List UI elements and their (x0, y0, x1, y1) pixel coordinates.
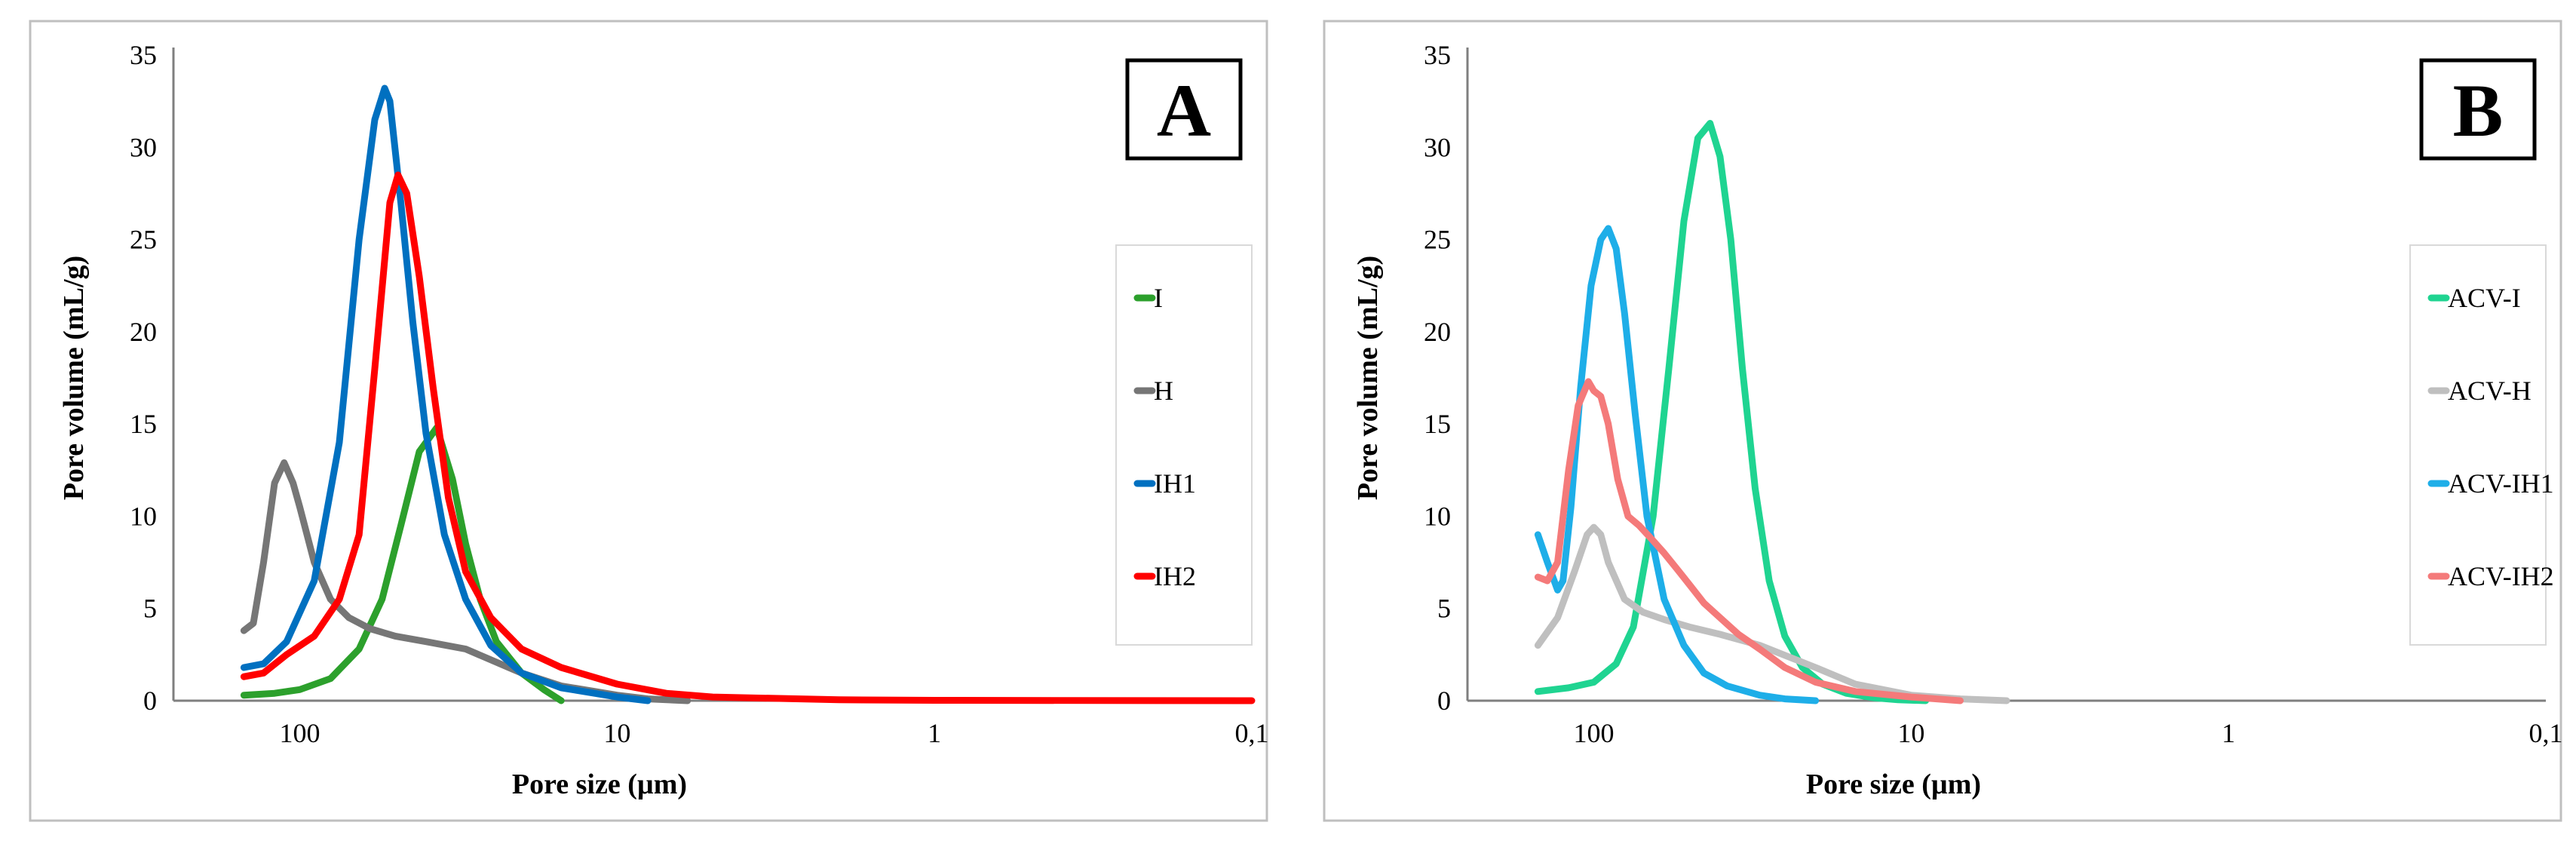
y-tick-label: 5 (143, 594, 157, 624)
x-tick-label: 1 (928, 718, 941, 748)
legend-label: I (1154, 283, 1163, 313)
y-tick-label: 30 (1424, 132, 1451, 162)
y-tick-label: 0 (143, 686, 157, 716)
x-tick-label: 100 (279, 718, 320, 748)
chart-panel-a: 0 5 10 15 20 25 30 35 100 10 1 0,1 Pore size (µm) Por… (0, 0, 1282, 844)
legend-label: IH2 (1154, 561, 1196, 591)
y-tick-label: 35 (1424, 40, 1451, 70)
series-line-acv-h (1534, 523, 2010, 704)
y-axis-title: Pore volume (mL/g) (58, 256, 90, 500)
chart-frame (1323, 20, 2562, 822)
y-tick-label: 15 (130, 409, 157, 439)
y-tick-label: 20 (1424, 317, 1451, 347)
panel-letter: B (2453, 69, 2504, 152)
x-tick-label: 0,1 (2529, 718, 2563, 748)
legend-label: H (1154, 376, 1173, 406)
legend-label: IH1 (1154, 468, 1196, 499)
legend-label: ACV-IH1 (2448, 468, 2554, 499)
legend-label: ACV-H (2448, 376, 2532, 406)
y-tick-label: 30 (130, 132, 157, 162)
x-tick-label: 10 (603, 718, 630, 748)
y-tick-label: 10 (1424, 501, 1451, 531)
series-line-acv-ih2 (1534, 378, 1964, 704)
chart-b-svg: 0 5 10 15 20 25 30 35 100 10 1 0,1 Pore size (µm) Por… (1323, 20, 2563, 822)
series-line-ih1 (240, 84, 652, 704)
y-tick-label: 25 (1424, 225, 1451, 255)
series-line-ih2 (240, 171, 1256, 704)
x-tick-label: 0,1 (1235, 718, 1269, 748)
y-tick-label: 5 (1437, 594, 1451, 624)
x-tick-label: 10 (1897, 718, 1924, 748)
y-tick-label: 10 (130, 501, 157, 531)
x-tick-label: 1 (2222, 718, 2235, 748)
series-line-acv-ih1 (1534, 225, 1820, 704)
y-tick-label: 20 (130, 317, 157, 347)
chart-panel-b: 0 5 10 15 20 25 30 35 100 10 1 0,1 Pore size (µm) Por… (1294, 0, 2576, 844)
y-tick-label: 35 (130, 40, 157, 70)
chart-a-svg: 0 5 10 15 20 25 30 35 100 10 1 0,1 Pore size (µm) Por… (29, 20, 1269, 822)
panel-letter-box (1125, 58, 1243, 161)
x-tick-label: 100 (1573, 718, 1614, 748)
y-tick-label: 15 (1424, 409, 1451, 439)
y-tick-label: 25 (130, 225, 157, 255)
x-axis-title: Pore size (µm) (1806, 769, 1981, 800)
y-axis-title: Pore volume (mL/g) (1352, 256, 1384, 500)
x-axis-title: Pore size (µm) (512, 769, 687, 800)
panel-letter-box (2419, 58, 2537, 161)
panel-letter: A (1157, 69, 1211, 152)
legend-label: ACV-I (2448, 283, 2521, 313)
legend-label: ACV-IH2 (2448, 561, 2554, 591)
y-tick-label: 0 (1437, 686, 1451, 716)
